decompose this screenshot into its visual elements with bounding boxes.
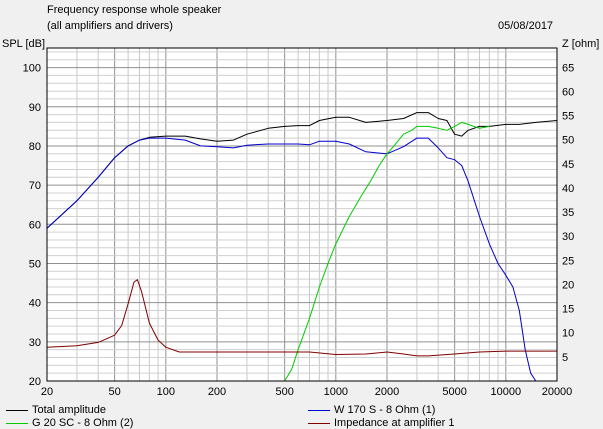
plot-frame (46, 47, 558, 382)
series-line-total-amplitude (46, 112, 558, 229)
x-tick-label: 50 (109, 386, 121, 398)
y2-tick-label: 50 (562, 135, 574, 147)
y2-axis-label: Z [ohm] (562, 38, 600, 50)
y-tick-label: 80 (29, 141, 41, 153)
x-tick-label: 5000 (442, 386, 466, 398)
chart-grid (46, 48, 558, 382)
legend-label: Total amplitude (32, 404, 106, 416)
legend-swatch (6, 409, 28, 411)
y-tick-label: 60 (29, 219, 41, 231)
x-tick-label: 500 (275, 386, 293, 398)
y2-tick-label: 40 (562, 183, 574, 195)
x-tick-label: 200 (208, 386, 226, 398)
x-tick-label: 10000 (491, 386, 522, 398)
series-line-impedance-at-amplifier-1 (46, 279, 557, 357)
series-line-g-20-sc-8-ohm-2 (284, 121, 490, 382)
series-line-w-170-s-8-ohm-1 (46, 137, 537, 382)
y-tick-label: 30 (29, 337, 41, 349)
y2-tick-label: 55 (562, 111, 574, 123)
legend-item-g20sc: G 20 SC - 8 Ohm (2) (6, 417, 133, 429)
legend-swatch (6, 422, 28, 424)
legend-item-impedance: Impedance at amplifier 1 (308, 417, 454, 429)
y-tick-label: 50 (29, 258, 41, 270)
y2-tick-label: 5 (562, 352, 568, 364)
x-tick-label: 20 (41, 386, 53, 398)
x-tick-label: 1000 (324, 386, 348, 398)
plot-background (47, 48, 557, 381)
y-axis-label: SPL [dB] (2, 38, 46, 50)
y2-tick-label: 65 (562, 62, 574, 74)
y2-tick-label: 10 (562, 328, 574, 340)
x-tick-label: 2000 (375, 386, 399, 398)
y2-tick-label: 25 (562, 255, 574, 267)
chart-subtitle: (all amplifiers and drivers) (47, 20, 173, 32)
y-tick-label: 90 (29, 102, 41, 114)
x-tick-label: 100 (157, 386, 175, 398)
legend-item-w170s: W 170 S - 8 Ohm (1) (308, 404, 435, 416)
y2-tick-label: 15 (562, 304, 574, 316)
legend-swatch (308, 409, 330, 411)
y-tick-label: 20 (29, 376, 41, 388)
y-tick-label: 70 (29, 180, 41, 192)
x-tick-label: 20000 (542, 386, 573, 398)
y-tick-label: 100 (23, 63, 41, 75)
y2-tick-label: 20 (562, 279, 574, 291)
legend-item-total-amplitude: Total amplitude (6, 404, 106, 416)
chart-date: 05/08/2017 (498, 20, 554, 32)
y2-tick-label: 45 (562, 159, 574, 171)
y2-tick-label: 60 (562, 86, 574, 98)
y-tick-label: 40 (29, 298, 41, 310)
y2-tick-label: 35 (562, 207, 574, 219)
legend-swatch (308, 422, 330, 424)
tick-labels: 20 30 40 50 60 70 80 90 100 5 10 15 20 25 30 35 40 45 50 55… (23, 62, 575, 398)
legend-label: W 170 S - 8 Ohm (1) (334, 404, 436, 416)
legend-label: G 20 SC - 8 Ohm (2) (32, 417, 134, 429)
chart-title: Frequency response whole speaker (47, 4, 222, 16)
chart-series (46, 112, 558, 382)
legend-label: Impedance at amplifier 1 (334, 417, 455, 429)
y2-tick-label: 30 (562, 231, 574, 243)
